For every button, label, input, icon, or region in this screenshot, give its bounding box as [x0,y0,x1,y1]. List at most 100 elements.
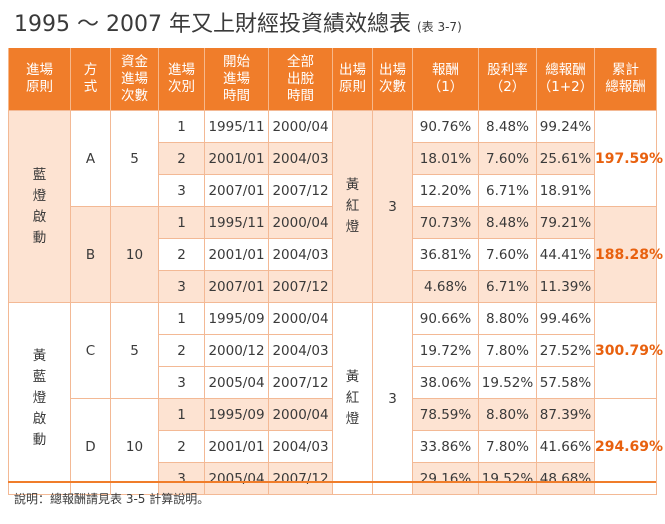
total-return-cell: 11.39% [536,270,595,303]
return-cell: 38.06% [412,366,479,399]
method-cell: A [70,110,111,207]
capital-times-cell: 10 [110,206,159,303]
return-cell: 4.68% [412,270,479,303]
header-cumulative: 累計 總報酬 [594,48,657,111]
dividend-cell: 8.80% [478,398,537,431]
exit-count-cell: 3 [372,110,413,303]
start-cell: 2000/12 [204,334,269,367]
start-cell: 1995/09 [204,302,269,335]
end-cell: 2007/12 [268,270,333,303]
end-cell: 2004/03 [268,238,333,271]
dividend-cell: 6.71% [478,270,537,303]
cumulative-cell: 294.69% [594,398,663,495]
start-cell: 2005/04 [204,462,269,495]
end-cell: 2007/12 [268,366,333,399]
seq-cell: 2 [158,142,205,175]
start-cell: 1995/11 [204,206,269,239]
return-cell: 90.76% [412,110,479,143]
cumulative-cell: 300.79% [594,302,663,399]
header-dividend: 股利率 （2） [478,48,537,111]
header-return: 報酬 （1） [412,48,479,111]
header-entry-rule: 進場 原則 [8,48,71,111]
total-return-cell: 87.39% [536,398,595,431]
header-exit-count: 出場 次數 [372,48,413,111]
dividend-cell: 7.80% [478,430,537,463]
total-return-cell: 25.61% [536,142,595,175]
header-capital-times: 資金 進場 次數 [110,48,159,111]
seq-cell: 1 [158,302,205,335]
header-total-return: 總報酬 （1+2） [536,48,595,111]
header-start-time: 開始 進場 時間 [204,48,269,111]
dividend-cell: 19.52% [478,462,537,495]
return-cell: 18.01% [412,142,479,175]
return-cell: 12.20% [412,174,479,207]
title-table-ref: (表 3-7) [416,20,462,34]
seq-cell: 1 [158,398,205,431]
entry-rule-cell: 黃藍燈啟動 [8,302,71,495]
total-return-cell: 48.68% [536,462,595,495]
total-return-cell: 41.66% [536,430,595,463]
start-cell: 2007/01 [204,174,269,207]
total-return-cell: 27.52% [536,334,595,367]
method-cell: C [70,302,111,399]
table-bottom-rule [8,481,656,483]
header-exit-rule: 出場 原則 [332,48,373,111]
title-text: 1995 ～ 2007 年又上財經投資績效總表 [14,12,411,37]
dividend-cell: 8.80% [478,302,537,335]
method-cell: B [70,206,111,303]
footnote: 說明：總報酬請見表 3-5 計算說明。 [14,492,210,506]
end-cell: 2000/04 [268,206,333,239]
total-return-cell: 99.46% [536,302,595,335]
page-title: 1995 ～ 2007 年又上財經投資績效總表 (表 3-7) [14,10,462,40]
seq-cell: 3 [158,462,205,495]
return-cell: 78.59% [412,398,479,431]
total-return-cell: 57.58% [536,366,595,399]
dividend-cell: 7.60% [478,238,537,271]
header-exit-time: 全部 出脫 時間 [268,48,333,111]
capital-times-cell: 5 [110,302,159,399]
table-row: 3 2005/04 2007/12 38.06% 19.52% 57.58% [9,366,657,399]
total-return-cell: 44.41% [536,238,595,271]
return-cell: 29.16% [412,462,479,495]
dividend-cell: 8.48% [478,206,537,239]
table-row: 2 2001/01 2004/03 36.81% 7.60% 44.41% [9,238,657,271]
table-row: 黃藍燈啟動 C 5 1 1995/09 2000/04 黃紅燈 3 90.66%… [8,302,663,495]
start-cell: 2001/01 [204,430,269,463]
total-return-cell: 18.91% [536,174,595,207]
header-method: 方式 [70,48,111,111]
cumulative-cell: 197.59% [594,110,663,207]
exit-count-cell: 3 [372,302,413,495]
seq-cell: 2 [158,238,205,271]
start-cell: 2005/04 [204,366,269,399]
dividend-cell: 7.60% [478,142,537,175]
dividend-cell: 7.80% [478,334,537,367]
end-cell: 2007/12 [268,462,333,495]
header-entry-seq: 進場 次別 [158,48,205,111]
table-row: 2 2000/12 2004/03 19.72% 7.80% 27.52% [9,334,657,367]
total-return-cell: 99.24% [536,110,595,143]
table-row: B 10 1 1995/11 2000/04 70.73% 8.48% 79.2… [9,206,663,303]
seq-cell: 3 [158,366,205,399]
return-cell: 36.81% [412,238,479,271]
end-cell: 2004/03 [268,142,333,175]
seq-cell: 2 [158,430,205,463]
start-cell: 2007/01 [204,270,269,303]
return-cell: 90.66% [412,302,479,335]
cumulative-cell: 188.28% [594,206,663,303]
end-cell: 2007/12 [268,174,333,207]
table-row: 藍燈啟動 A 5 1 1995/11 2000/04 黃紅燈 3 90.76% … [8,110,663,303]
seq-cell: 3 [158,174,205,207]
header-row: 進場 原則 方式 資金 進場 次數 進場 次別 開始 進場 時間 全部 出脫 時間 出場 原則 出… [8,48,657,111]
table-row: 2 2001/01 2004/03 18.01% 7.60% 25.61% [9,142,657,175]
performance-table: 進場 原則 方式 資金 進場 次數 進場 次別 開始 進場 時間 全部 出脫 時間 出場 原則 出… [8,48,663,495]
capital-times-cell: 5 [110,110,159,207]
seq-cell: 2 [158,334,205,367]
start-cell: 1995/11 [204,110,269,143]
table-body: 藍燈啟動 A 5 1 1995/11 2000/04 黃紅燈 3 90.76% … [8,110,663,495]
end-cell: 2004/03 [268,334,333,367]
table-row: D 10 1 1995/09 2000/04 78.59% 8.80% 87.3… [9,398,663,495]
end-cell: 2000/04 [268,110,333,143]
start-cell: 1995/09 [204,398,269,431]
seq-cell: 1 [158,206,205,239]
